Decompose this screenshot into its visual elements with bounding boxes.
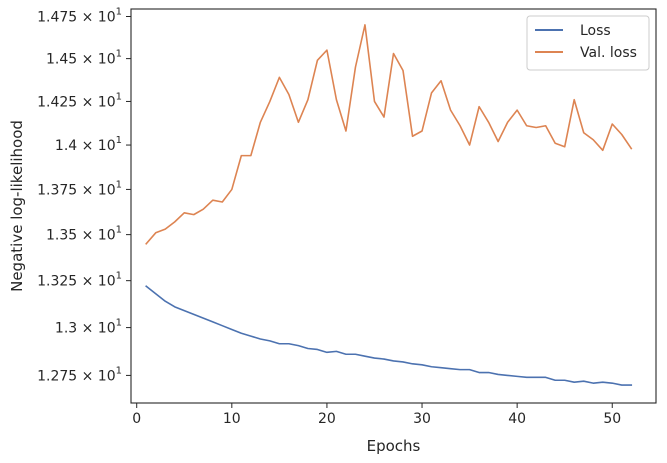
y-tick-label: 1.45 × 101 <box>46 49 122 68</box>
y-tick-label: 1.375 × 101 <box>37 179 122 198</box>
legend: Loss Val. loss <box>526 15 650 71</box>
series-line-val-loss <box>145 24 633 245</box>
y-tick-label: 1.3 × 101 <box>55 318 122 337</box>
x-tick-label: 50 <box>603 411 621 427</box>
series-line-loss <box>145 285 633 386</box>
x-axis-ticks: 0 10 20 30 40 50 <box>132 403 621 427</box>
y-tick-label: 1.4 × 101 <box>55 135 122 154</box>
x-tick-label: 30 <box>413 411 431 427</box>
legend-label-loss: Loss <box>580 23 611 39</box>
y-tick-label: 1.275 × 101 <box>37 365 122 384</box>
x-tick-label: 20 <box>318 411 336 427</box>
x-tick-label: 0 <box>132 411 141 427</box>
y-tick-label: 1.425 × 101 <box>37 91 122 110</box>
x-axis-title: Epochs <box>367 437 421 455</box>
x-tick-label: 10 <box>223 411 241 427</box>
plot-area-frame <box>130 8 657 404</box>
y-axis-ticks: 1.275 × 101 1.3 × 101 1.325 × 101 1.35 × 10… <box>37 7 131 384</box>
y-tick-label: 1.35 × 101 <box>46 225 122 244</box>
y-tick-label: 1.475 × 101 <box>37 7 122 26</box>
x-tick-label: 40 <box>508 411 526 427</box>
y-axis-title: Negative log-likelihood <box>8 120 26 292</box>
series-layer <box>145 24 633 386</box>
legend-label-val-loss: Val. loss <box>580 45 637 61</box>
y-tick-label: 1.325 × 101 <box>37 271 122 290</box>
